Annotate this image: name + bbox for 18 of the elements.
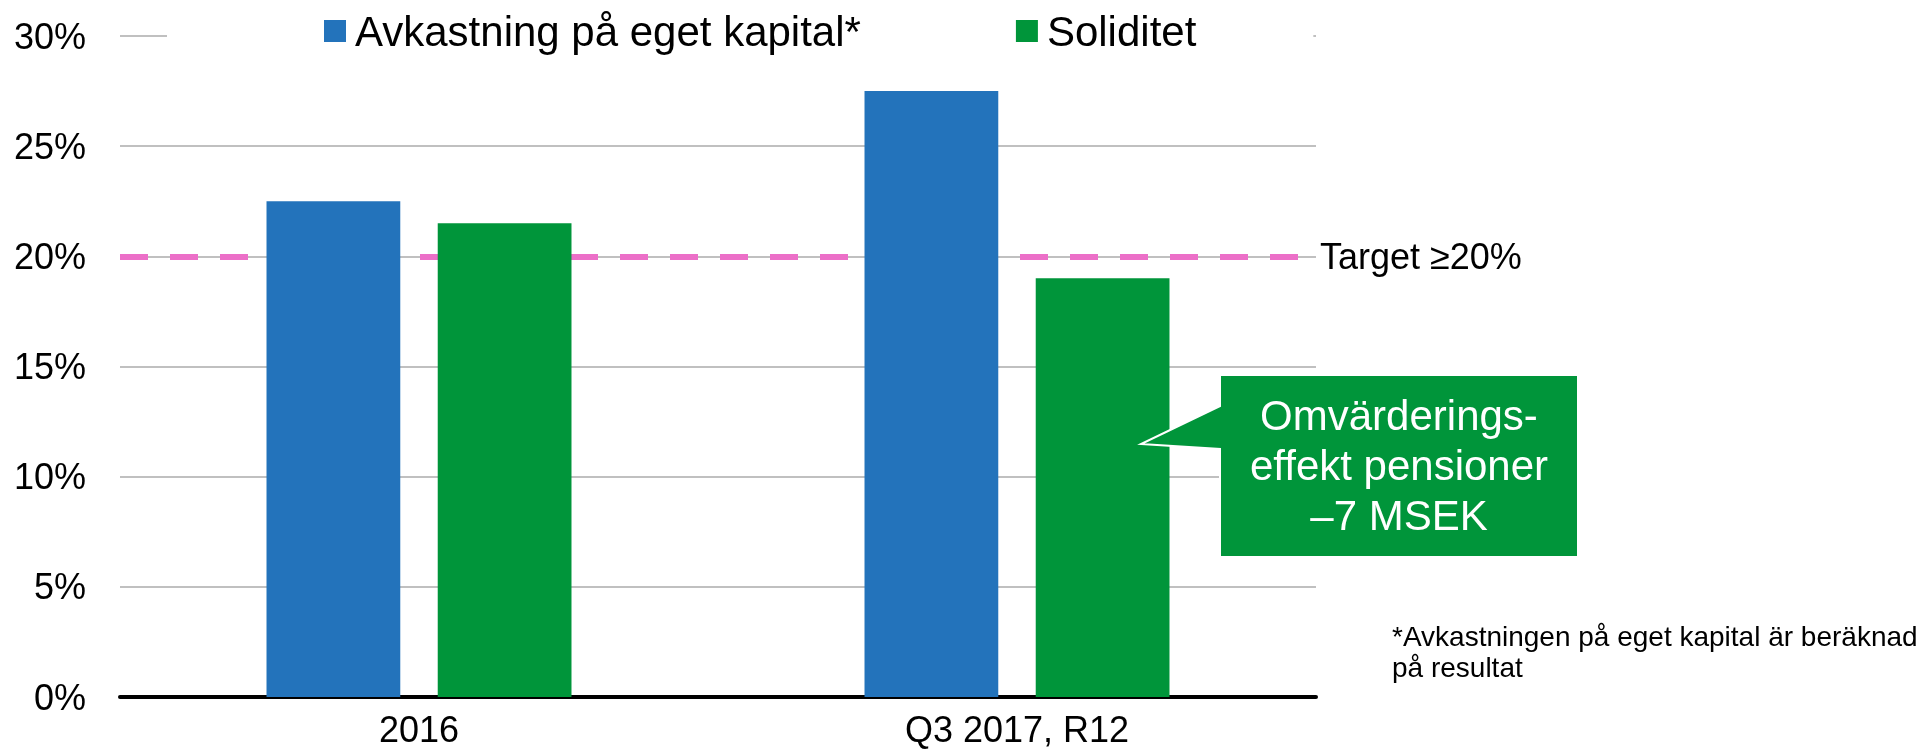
y-tick-label: 0% <box>33 676 86 718</box>
bar <box>266 201 401 697</box>
x-tick-label: 2016 <box>378 708 460 750</box>
y-tick-label: 30% <box>13 15 86 57</box>
y-tick-label: 25% <box>13 125 86 167</box>
legend-label: Soliditet <box>1046 7 1197 55</box>
bar <box>1035 278 1170 697</box>
x-tick-label: Q3 2017, R12 <box>904 708 1130 750</box>
bar <box>864 91 999 697</box>
y-tick-label: 20% <box>13 235 86 277</box>
y-tick-label: 5% <box>33 566 86 608</box>
text: *Avkastningen på eget kapital är beräknad på resultat <box>1392 621 1918 683</box>
annotation: Omvärderings- effekt pensioner –7 MSEK <box>1248 391 1550 541</box>
bar <box>437 223 572 697</box>
y-tick-label: 10% <box>13 456 86 498</box>
ref-line-label: Target ≥20% <box>1320 235 1522 277</box>
y-tick-label: 15% <box>13 346 86 387</box>
legend-label: Avkastning på eget kapital* <box>355 7 861 55</box>
